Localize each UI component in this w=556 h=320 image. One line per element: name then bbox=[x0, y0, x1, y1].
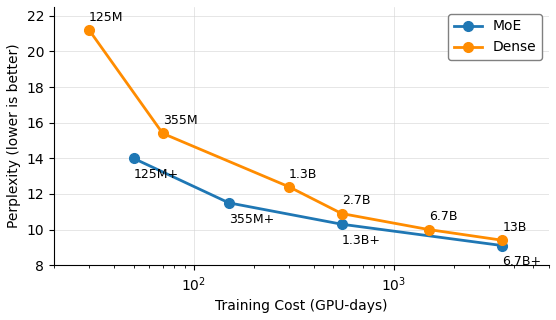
Text: 6.7B+: 6.7B+ bbox=[502, 255, 542, 268]
Text: 2.7B: 2.7B bbox=[341, 194, 370, 207]
MoE bbox=[226, 201, 232, 205]
Dense bbox=[425, 228, 432, 231]
Text: 6.7B: 6.7B bbox=[429, 210, 457, 223]
Dense bbox=[160, 132, 166, 135]
X-axis label: Training Cost (GPU-days): Training Cost (GPU-days) bbox=[215, 299, 388, 313]
Dense bbox=[286, 185, 292, 189]
Text: 13B: 13B bbox=[502, 221, 527, 234]
MoE bbox=[130, 156, 137, 160]
Legend: MoE, Dense: MoE, Dense bbox=[449, 14, 542, 60]
Y-axis label: Perplexity (lower is better): Perplexity (lower is better) bbox=[7, 44, 21, 228]
MoE bbox=[338, 222, 345, 226]
Text: 1.3B+: 1.3B+ bbox=[341, 234, 381, 247]
MoE bbox=[499, 244, 505, 247]
Dense bbox=[499, 238, 505, 242]
Text: 355M: 355M bbox=[163, 114, 197, 127]
Text: 125M+: 125M+ bbox=[133, 168, 178, 181]
Text: 1.3B: 1.3B bbox=[289, 168, 317, 180]
Text: 355M+: 355M+ bbox=[229, 213, 274, 226]
Dense bbox=[338, 212, 345, 215]
Line: MoE: MoE bbox=[128, 154, 507, 251]
Text: 125M: 125M bbox=[89, 11, 123, 24]
Dense bbox=[86, 28, 92, 32]
Line: Dense: Dense bbox=[85, 25, 507, 245]
